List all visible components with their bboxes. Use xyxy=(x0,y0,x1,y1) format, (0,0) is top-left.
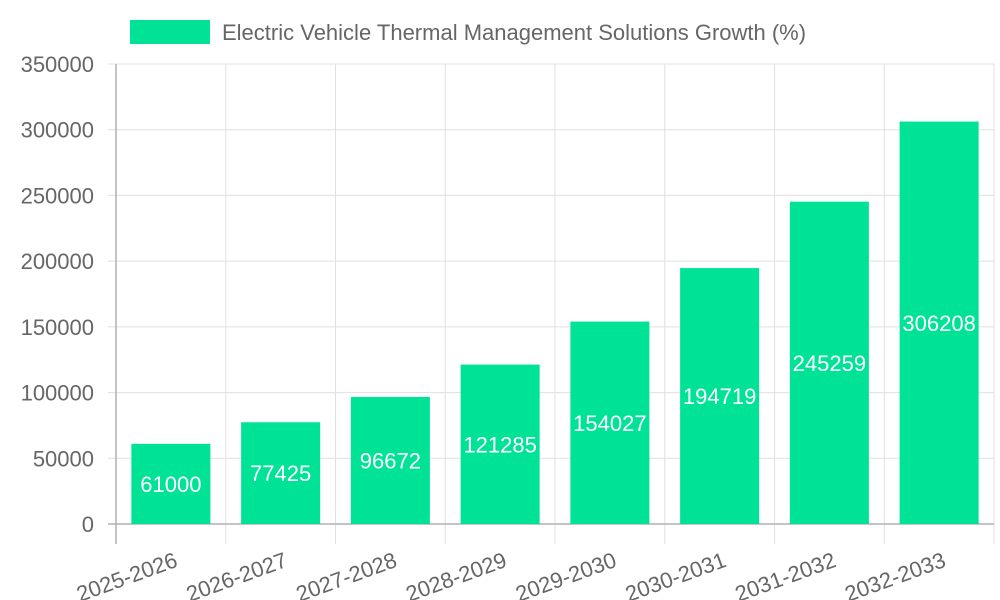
x-axis-tick-labels: 2025-2026 2026-2027 2027-2028 2028-2029 2029… xyxy=(73,547,949,600)
x-tick-label: 2032-2033 xyxy=(841,547,948,600)
y-tick-label: 350000 xyxy=(21,52,94,77)
legend[interactable]: Electric Vehicle Thermal Management Solu… xyxy=(130,20,806,45)
bar[interactable] xyxy=(131,443,211,524)
bar[interactable] xyxy=(570,321,650,524)
y-tick-label: 100000 xyxy=(21,381,94,406)
bars xyxy=(131,121,979,524)
y-tick-label: 200000 xyxy=(21,249,94,274)
legend-label: Electric Vehicle Thermal Management Solu… xyxy=(222,20,806,45)
y-tick-label: 0 xyxy=(82,512,94,537)
x-tick-label: 2025-2026 xyxy=(73,547,180,600)
y-tick-label: 250000 xyxy=(21,183,94,208)
data-labels: 61000 77425 96672 121285 154027 194719 245259 3… xyxy=(140,311,976,497)
x-tick-label: 2027-2028 xyxy=(293,547,400,600)
bar-value-label: 96672 xyxy=(360,448,421,473)
x-tick-label: 2031-2032 xyxy=(732,547,839,600)
y-tick-label: 150000 xyxy=(21,315,94,340)
y-tick-label: 50000 xyxy=(33,446,94,471)
bar[interactable] xyxy=(789,201,869,524)
y-tick-label: 300000 xyxy=(21,118,94,143)
bar-value-label: 194719 xyxy=(683,384,756,409)
legend-swatch xyxy=(130,20,210,44)
bar-value-label: 77425 xyxy=(250,461,311,486)
y-axis-tick-labels: 0 50000 100000 150000 200000 250000 300000 3500… xyxy=(21,52,94,537)
bar[interactable] xyxy=(460,364,540,524)
bar[interactable] xyxy=(241,422,321,524)
bar-value-label: 245259 xyxy=(793,351,866,376)
x-tick-label: 2030-2031 xyxy=(622,547,729,600)
bar-value-label: 61000 xyxy=(140,472,201,497)
bar[interactable] xyxy=(350,396,430,524)
bar-value-label: 154027 xyxy=(573,411,646,436)
x-tick-label: 2029-2030 xyxy=(512,547,619,600)
bar-value-label: 121285 xyxy=(463,432,536,457)
bar[interactable] xyxy=(899,121,979,524)
bar-value-label: 306208 xyxy=(902,311,975,336)
x-tick-label: 2028-2029 xyxy=(402,547,509,600)
bar[interactable] xyxy=(680,268,760,524)
x-tick-label: 2026-2027 xyxy=(183,547,290,600)
